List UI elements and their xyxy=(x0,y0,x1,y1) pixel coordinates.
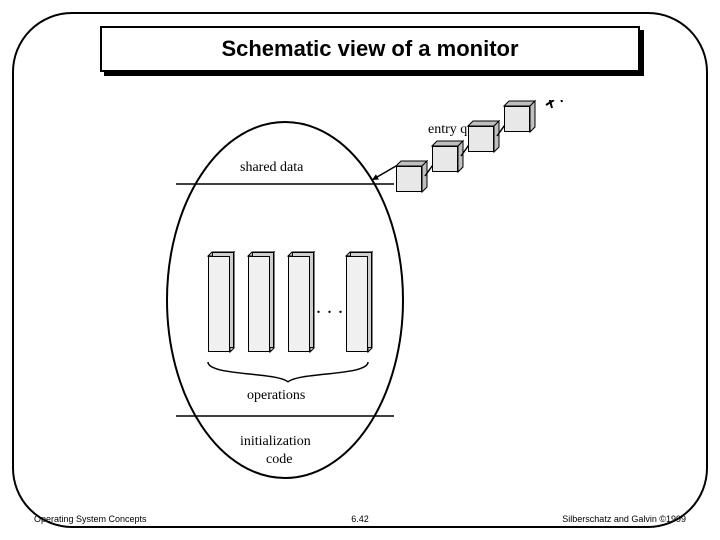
footer-right: Silberschatz and Galvin ©1999 xyxy=(562,514,686,524)
footer-left: Operating System Concepts xyxy=(34,514,147,524)
slide-title: Schematic view of a monitor xyxy=(221,36,518,62)
title-box: Schematic view of a monitor xyxy=(100,26,640,72)
label-operations: operations xyxy=(247,388,305,404)
ellipsis-dots: ... xyxy=(316,296,349,319)
operation-bar xyxy=(346,256,368,352)
queue-box xyxy=(504,106,530,132)
operation-bar xyxy=(248,256,270,352)
queue-box xyxy=(432,146,458,172)
queue-box xyxy=(396,166,422,192)
monitor-diagram: shared data entry queue operations initi… xyxy=(150,100,570,490)
operation-bar xyxy=(288,256,310,352)
queue-box xyxy=(468,126,494,152)
label-shared-data: shared data xyxy=(240,160,303,176)
operation-bar xyxy=(208,256,230,352)
footer-center: 6.42 xyxy=(351,514,369,524)
label-init-code-l1: initialization xyxy=(240,434,311,450)
label-init-code-l2: code xyxy=(266,452,292,468)
